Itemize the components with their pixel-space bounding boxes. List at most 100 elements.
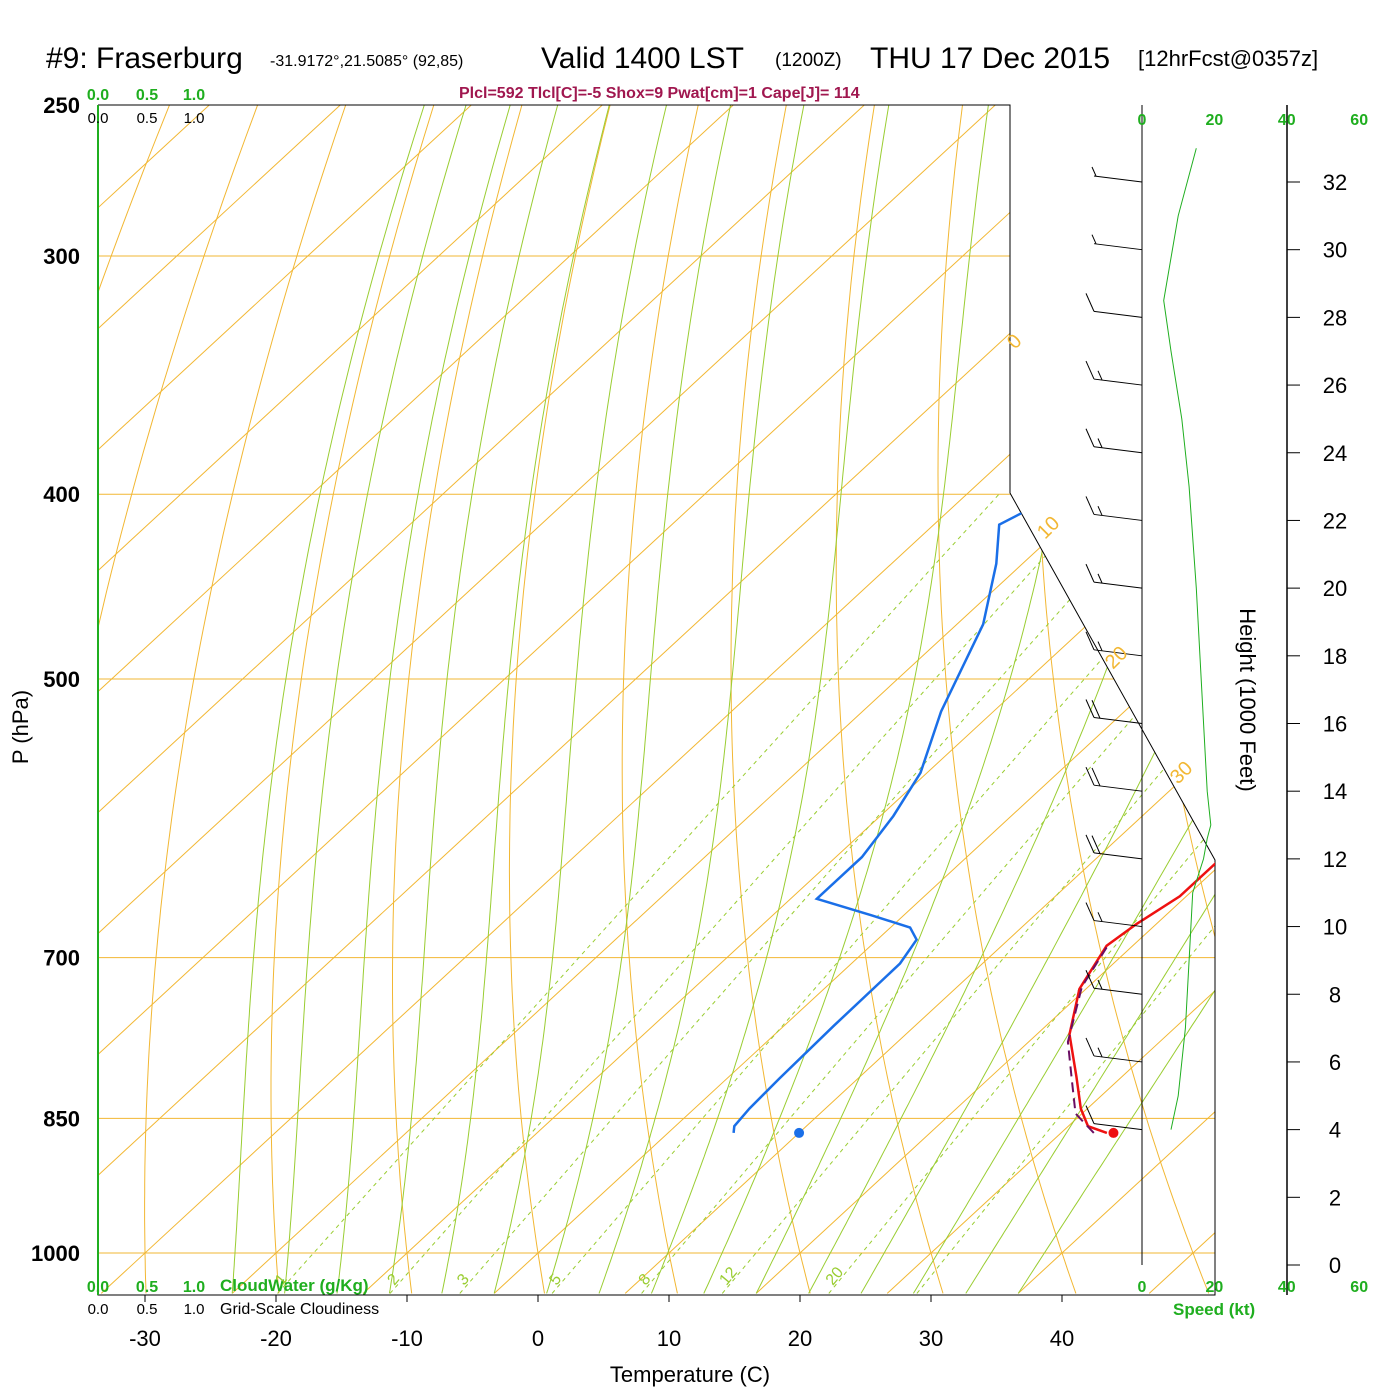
isotherm-line [98,105,803,1294]
moist-adiabat [755,105,1111,1294]
height-tick-label: 26 [1323,373,1347,398]
pressure-label: 400 [43,482,80,507]
height-tick-label: 8 [1329,982,1341,1007]
height-tick-label: 6 [1329,1050,1341,1075]
speed-tick-label-top: 0 [1138,112,1147,129]
wind-barb-half-feather [1097,979,1103,990]
wind-barb [1085,766,1143,792]
moist-adiabat [441,105,619,1294]
mixing-ratio-line [828,493,1215,1294]
x-tick-label: 0 [532,1326,544,1351]
wind-barb-feather [1091,835,1101,854]
height-tick-label: 18 [1323,644,1347,669]
wind-barb [1091,166,1143,183]
dry-adiabat [621,105,715,1294]
cloudiness-tick-bottom: 1.0 [184,1301,205,1318]
mixing-ratio-label: 8 [636,1271,655,1289]
stability-indices: Plcl=592 Tlcl[C]=-5 Shox=9 Pwat[cm]=1 Ca… [459,85,860,102]
dry-adiabat [508,105,629,1294]
station-title: #9: Fraserburg [46,42,243,75]
wind-barb-feather [1085,293,1095,312]
wind-barb-half-feather [1097,573,1103,584]
isotherm-line [98,105,1196,1294]
height-tick-label: 2 [1329,1185,1341,1210]
cloudiness-tick-bottom: 0.0 [88,1301,109,1318]
thermodynamic-grid [98,105,1215,1294]
forecast-date: THU 17 Dec 2015 [870,42,1110,75]
wind-barb-feather [1085,902,1095,921]
valid-time: Valid 1400 LST [541,42,744,75]
pressure-label: 500 [43,667,80,692]
height-tick-label: 32 [1323,170,1347,195]
wind-barb-feather [1085,360,1095,380]
moist-adiabat [808,105,1215,1294]
sounding-curves [732,105,1215,1138]
isotherm-line [755,105,1215,1294]
pressure-label: 250 [43,93,80,118]
height-tick-label: 30 [1323,238,1347,263]
moist-adiabat [650,105,896,1294]
wind-barb [1085,699,1143,724]
isotherm-line [98,105,1215,1294]
station-coords: -31.9172°,21.5085° (92,85) [270,53,463,70]
speed-tick-label-bottom: 0 [1138,1279,1147,1296]
x-tick-label: -30 [129,1326,161,1351]
wind-barb [1085,1037,1143,1063]
wind-barb-feather [1085,428,1095,447]
cloudiness-tick-top: 1.0 [184,110,205,127]
wind-barb-shaft [1093,513,1143,521]
wind-barb-shaft [1093,243,1143,251]
wind-barb-half-feather [1097,912,1103,922]
pressure-label: 700 [43,946,80,971]
utc-time: (1200Z) [775,50,842,71]
dry-adiabat-label: 30 [1166,757,1197,788]
mixing-ratio-line [551,493,1215,1294]
dry-adiabat [98,105,285,1294]
x-tick-label: 10 [657,1326,681,1351]
speed-tick-label-bottom: 40 [1278,1279,1296,1296]
isotherm-line [231,105,1215,1294]
height-tick-label: 0 [1329,1253,1341,1278]
isotherm-line [493,105,1215,1294]
wind-barb [1085,563,1143,589]
isotherm-line [98,105,1065,1294]
x-tick-label: 40 [1050,1326,1074,1351]
cloudwater-tick-top: 0.0 [87,87,109,104]
x-axis-title: Temperature (C) [610,1362,770,1387]
moist-adiabat [965,105,1215,1294]
wind-barb-shaft [1093,378,1143,386]
x-tick-label: -10 [391,1326,423,1351]
y-axis-title: P (hPa) [8,690,33,764]
speed-axis-title: Speed (kt) [1173,1300,1255,1319]
wind-barb [1085,496,1143,521]
moist-adiabat [860,105,1215,1294]
wind-barb-shaft [1093,175,1143,183]
wind-barb [1085,970,1143,995]
parcel-curve [1066,942,1111,1134]
dry-adiabat [937,105,1077,1294]
wind-barb-feather [1085,834,1095,854]
x-tick-label: 30 [919,1326,943,1351]
wind-barb-feather [1085,496,1095,515]
speed-tick-label-bottom: 20 [1206,1279,1224,1296]
wind-barb-shaft [1093,987,1143,995]
height-tick-label: 16 [1323,712,1347,737]
dry-adiabat-label: 10 [1033,512,1064,543]
isotherm-line [98,105,541,1294]
surface-temperature-marker [1108,1127,1119,1138]
wind-barb [1085,293,1143,318]
wind-barb-shaft [1093,1055,1143,1063]
wind-barb [1085,428,1143,454]
wind-barb-half-feather [1091,166,1097,177]
wind-barb-feather [1085,631,1095,651]
cloudiness-tick-bottom: 0.5 [137,1301,158,1318]
wind-barb-shaft [1093,581,1143,589]
cloudiness-title: Grid-Scale Cloudiness [220,1301,379,1318]
wind-barb-shaft [1093,852,1143,860]
plot-border [97,104,1216,1296]
wind-panel [1085,105,1212,1265]
wind-barb-shaft [1093,784,1143,792]
cloudwater-tick-bottom: 1.0 [183,1279,205,1296]
isotherm-line [624,105,1215,1294]
